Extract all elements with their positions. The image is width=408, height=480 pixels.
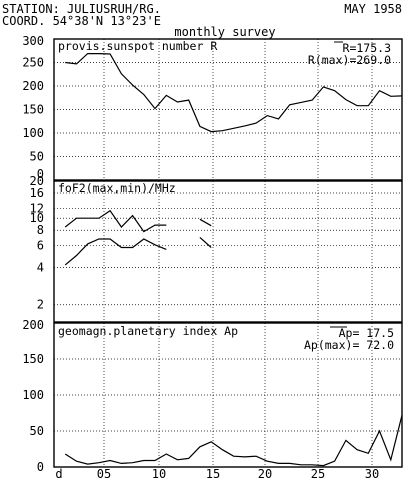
y-tick-label: 200 (22, 318, 44, 332)
sunspot-grid (54, 39, 402, 180)
ap-series (64, 415, 403, 467)
y-tick-label: 6 (37, 239, 44, 253)
ap-y-ticks: 0 50 100 150 200 (22, 318, 44, 474)
survey-subtitle: monthly survey (174, 25, 275, 39)
sunspot-panel: 0 50 100 150 200 250 300 provis.sunspot number… (22, 34, 403, 181)
y-tick-label: 8 (37, 223, 44, 237)
sunspot-series (65, 53, 403, 133)
x-tick-label: 10 (152, 467, 166, 480)
series-line-1 (64, 415, 403, 467)
y-tick-label: 50 (30, 424, 44, 438)
x-tick-label: 20 (258, 467, 272, 480)
coordinates-label: COORD. 54°38'N 13°23'E (2, 14, 161, 28)
fof2-grid (54, 181, 402, 322)
sunspot-max: R(max)=269.0 (308, 53, 391, 67)
y-tick-label: 4 (37, 260, 44, 274)
fof2-panel-frame (53, 180, 403, 323)
series-line-2 (64, 236, 212, 266)
y-tick-label: 10 (30, 211, 44, 225)
sunspot-title: provis.sunspot number R (58, 39, 217, 53)
ap-max: Ap(max)= 72.0 (304, 338, 394, 352)
date-label: MAY 1958 (344, 2, 402, 16)
y-tick-label: 16 (30, 186, 44, 200)
y-tick-label: 300 (22, 34, 44, 48)
y-tick-label: 100 (22, 388, 44, 402)
y-tick-label: 200 (22, 79, 44, 93)
sunspot-y-ticks: 0 50 100 150 200 250 300 (22, 34, 44, 181)
x-tick-label: d (55, 467, 62, 480)
x-tick-label: 15 (206, 467, 220, 480)
y-tick-label: 150 (22, 352, 44, 366)
ap-mean: Ap= 17.5 (339, 326, 394, 340)
ap-grid (54, 323, 402, 467)
y-tick-label: 12 (30, 201, 44, 215)
series-line-1 (65, 53, 403, 133)
x-tick-label: 25 (311, 467, 325, 480)
y-tick-label: 0 (37, 460, 44, 474)
x-tick-label: 30 (365, 467, 379, 480)
y-tick-label: 100 (22, 126, 44, 140)
station-label: STATION: JULIUSRUH/RG. (2, 2, 161, 16)
y-tick-label: 0 (37, 167, 44, 181)
y-tick-label: 250 (22, 56, 44, 70)
ap-title: geomagn.planetary index Ap (58, 324, 238, 338)
x-tick-label: 05 (97, 467, 111, 480)
y-tick-label: 50 (30, 150, 44, 164)
y-tick-label: 150 (22, 103, 44, 117)
series-line-1 (64, 209, 212, 233)
fof2-title: foF2(max,min)/MHz (58, 181, 176, 195)
fof2-series (64, 209, 212, 266)
y-tick-label: 20 (30, 174, 44, 188)
x-tick-labels: d 05 10 15 20 25 30 (55, 467, 379, 480)
sunspot-mean: R=175.3 (343, 41, 392, 55)
y-tick-label: 2 (37, 298, 44, 312)
